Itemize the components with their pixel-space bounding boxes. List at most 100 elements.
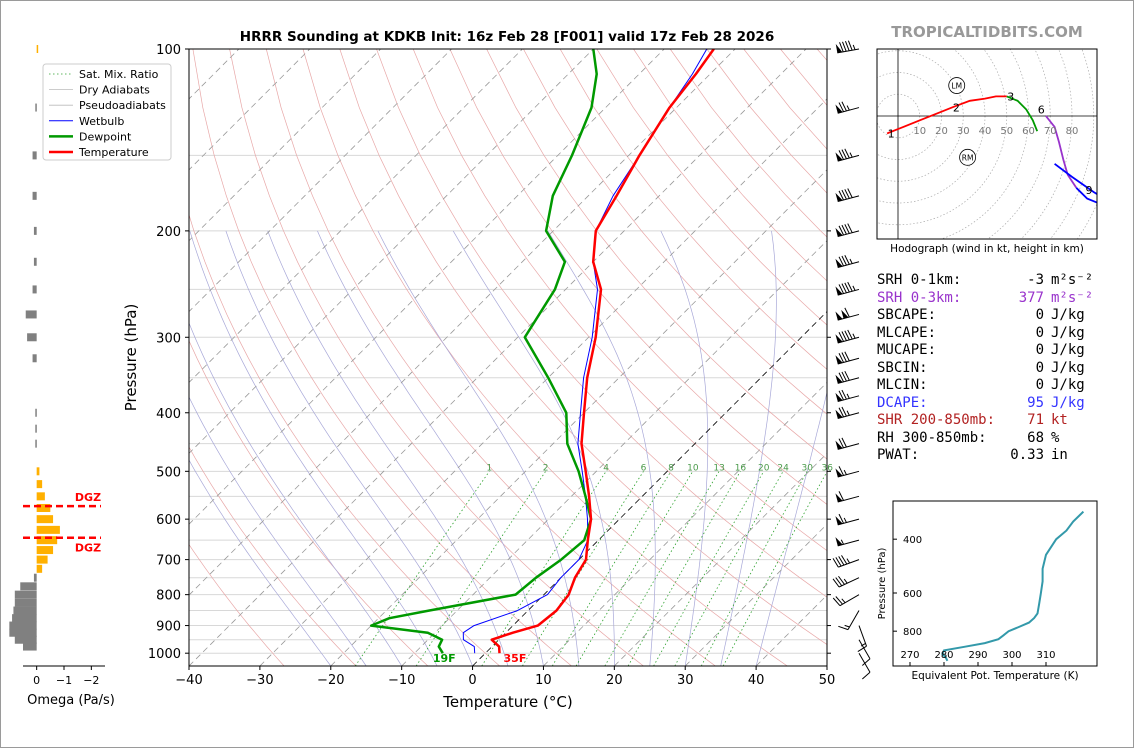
barb-staff bbox=[838, 577, 860, 588]
index-unit: J/kg bbox=[1051, 394, 1085, 411]
wind-barb bbox=[835, 281, 860, 296]
x-tick-label: 30 bbox=[677, 673, 694, 688]
thetae-y-tick-label: 400 bbox=[903, 535, 922, 546]
hodo-ring-label: 10 bbox=[913, 126, 926, 137]
barb-full bbox=[838, 190, 844, 201]
barb-half bbox=[846, 105, 850, 111]
omega-bar bbox=[27, 333, 37, 342]
thetae-x-tick-label: 290 bbox=[968, 650, 987, 661]
barb-full bbox=[847, 188, 853, 198]
index-label: SBCIN: bbox=[877, 359, 928, 376]
y-tick-label: 900 bbox=[156, 620, 181, 635]
barb-staff bbox=[837, 495, 860, 503]
wind-barb bbox=[835, 537, 860, 547]
omega-bar bbox=[14, 590, 37, 599]
index-row: MUCAPE: 0 J/kg bbox=[877, 342, 1102, 360]
wind-barb bbox=[835, 351, 860, 365]
barb-staff bbox=[837, 443, 860, 450]
barb-staff bbox=[839, 594, 860, 607]
index-label: SHR 200-850mb: bbox=[877, 412, 996, 428]
legend-entry: Sat. Mix. Ratio bbox=[79, 68, 159, 81]
hodo-height-label: 3 bbox=[1007, 90, 1014, 103]
barb-full bbox=[838, 256, 844, 267]
barb-staff bbox=[837, 288, 860, 296]
barb-full bbox=[832, 558, 839, 568]
omega-bar bbox=[36, 515, 54, 524]
pseudoadiabat bbox=[225, 230, 473, 666]
barb-full bbox=[844, 282, 850, 293]
barb-full bbox=[841, 224, 847, 235]
hodo-ring-label: 50 bbox=[1000, 126, 1013, 137]
surface-temperature-label: 35F bbox=[504, 652, 527, 665]
dry-adiabat bbox=[376, 49, 827, 598]
omega-bar bbox=[35, 439, 37, 448]
dgz-label: DGZ bbox=[75, 542, 101, 555]
barb-full bbox=[841, 283, 847, 294]
barb-half bbox=[843, 578, 848, 584]
omega-tick-label: −2 bbox=[83, 674, 99, 687]
mixing-ratio-line bbox=[522, 471, 644, 666]
pseudoadiabat bbox=[189, 459, 332, 666]
dry-adiabat bbox=[192, 49, 572, 666]
mixing-ratio-line bbox=[653, 471, 765, 666]
hodo-frame bbox=[876, 48, 1098, 240]
index-unit: kt bbox=[1051, 412, 1068, 428]
index-label: MLCIN: bbox=[877, 377, 928, 393]
barb-full bbox=[832, 597, 841, 606]
wind-barb bbox=[835, 389, 860, 403]
wind-barb-column bbox=[832, 40, 871, 680]
wind-barb bbox=[835, 223, 860, 238]
chart-title: HRRR Sounding at KDKB Init: 16z Feb 28 [… bbox=[240, 29, 774, 45]
barb-half bbox=[846, 393, 850, 399]
mixing-ratio-line bbox=[627, 471, 741, 666]
omega-bar bbox=[33, 257, 37, 266]
barb-full bbox=[832, 578, 840, 588]
barb-full bbox=[838, 332, 844, 342]
isotherm bbox=[614, 452, 827, 666]
index-label: SRH 0-3km: bbox=[877, 289, 962, 306]
index-label: SBCAPE: bbox=[877, 307, 937, 323]
mixing-ratio-line bbox=[551, 471, 672, 666]
omega-bar bbox=[35, 103, 37, 112]
hodo-ring-label: 30 bbox=[957, 126, 970, 137]
barb-half bbox=[843, 517, 847, 523]
pseudoadiabat bbox=[720, 230, 777, 666]
barb-staff bbox=[858, 652, 871, 673]
mixing-ratio-label: 4 bbox=[603, 463, 609, 473]
barb-full bbox=[841, 437, 847, 448]
hodo-caption: Hodograph (wind in kt, height in km) bbox=[890, 243, 1084, 255]
omega-bar bbox=[14, 635, 37, 644]
hodo-height-label: 2 bbox=[953, 101, 960, 114]
omega-bar bbox=[36, 480, 43, 489]
omega-bar bbox=[36, 546, 54, 555]
x-axis-label: Temperature (°C) bbox=[442, 693, 572, 711]
barb-full bbox=[862, 671, 871, 680]
index-row: SBCAPE: 0 J/kg bbox=[877, 307, 1102, 325]
wind-barb bbox=[832, 555, 860, 568]
barb-flag bbox=[841, 309, 849, 319]
barb-half bbox=[844, 624, 850, 628]
omega-bar bbox=[36, 555, 48, 564]
barb-staff bbox=[858, 639, 871, 660]
legend-box bbox=[42, 63, 172, 161]
y-tick-label: 100 bbox=[156, 43, 181, 58]
index-label: SRH 0-1km: bbox=[877, 272, 962, 288]
barb-flag bbox=[835, 516, 843, 525]
index-value: 95 bbox=[1027, 394, 1044, 411]
index-unit: m²s⁻² bbox=[1051, 289, 1094, 306]
index-value: 0 bbox=[1035, 359, 1044, 376]
index-row: DCAPE: 95 J/kg bbox=[877, 395, 1102, 413]
x-tick-label: 50 bbox=[819, 673, 836, 688]
barb-full bbox=[841, 389, 847, 400]
mixing-ratio-line bbox=[354, 471, 490, 666]
mixing-ratio-label: 10 bbox=[687, 463, 699, 473]
wind-barb bbox=[858, 652, 871, 680]
omega-axis-label: Omega (Pa/s) bbox=[27, 693, 115, 708]
barb-full bbox=[862, 658, 871, 666]
omega-bar bbox=[33, 573, 37, 582]
barb-full bbox=[844, 307, 850, 318]
omega-bar bbox=[32, 354, 37, 363]
hodo-ring-label: 70 bbox=[1044, 126, 1057, 137]
index-unit: % bbox=[1051, 429, 1060, 446]
